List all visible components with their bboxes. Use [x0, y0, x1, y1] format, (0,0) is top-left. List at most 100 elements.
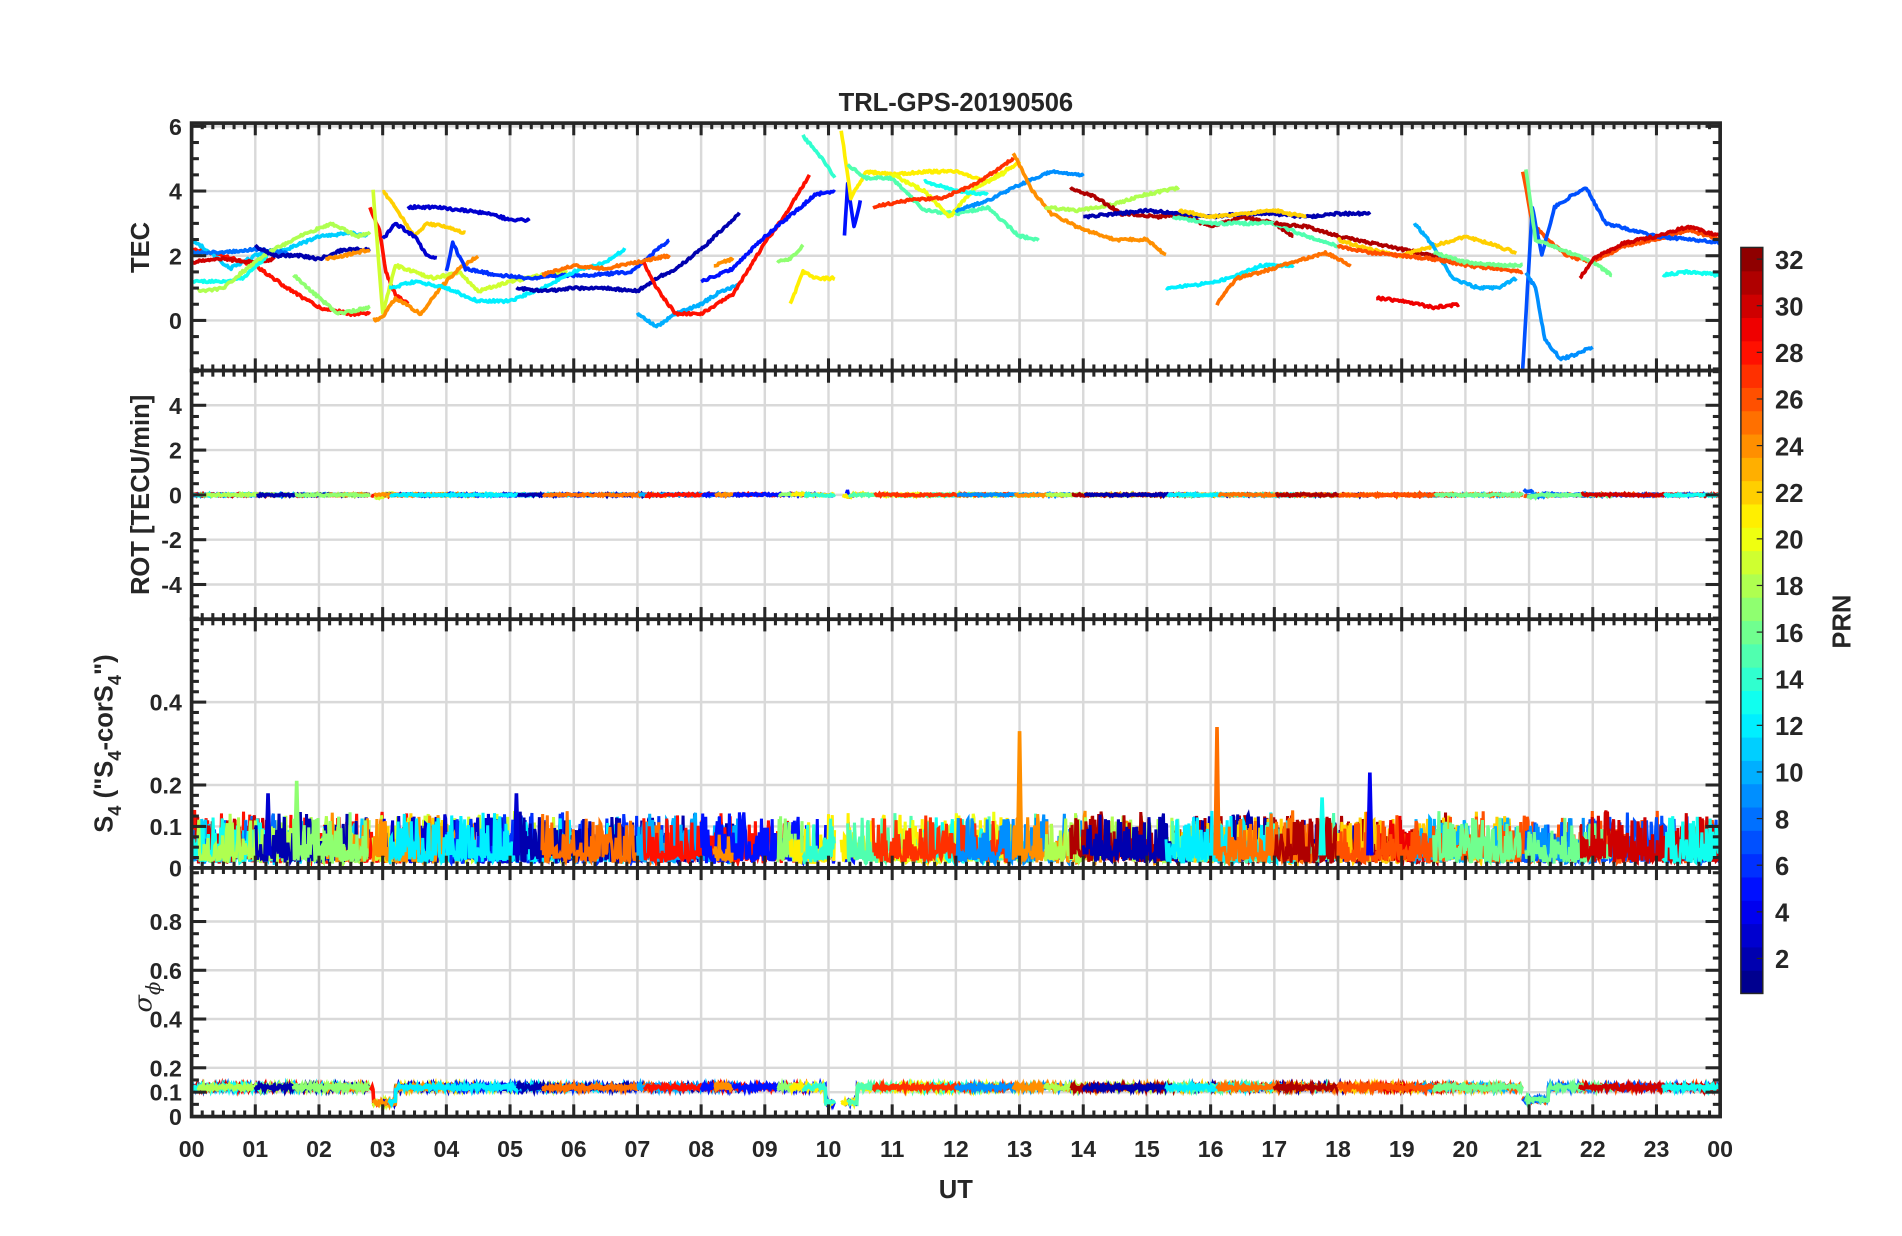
colorbar-band	[1740, 410, 1763, 435]
x-axis-label: UT	[939, 1176, 973, 1204]
tec-line-prn-13	[923, 178, 989, 197]
sigma-line-prn-24	[713, 1078, 734, 1094]
tec-line-prn-2	[515, 211, 741, 294]
x-tick-label: 08	[688, 1136, 714, 1162]
tec-line-prn-16	[1432, 250, 1524, 269]
colorbar-band	[1740, 457, 1763, 482]
sigma-line-prn-14	[801, 1081, 837, 1109]
colorbar-tick-label: 28	[1775, 340, 1803, 368]
tec-line-prn-12	[1164, 262, 1295, 291]
x-tick-label: 06	[561, 1136, 587, 1162]
rot-series	[191, 487, 1721, 501]
x-tick-label: 05	[497, 1136, 523, 1162]
x-tick-label: 00	[179, 1136, 205, 1162]
colorbar-frame	[1740, 246, 1764, 995]
tec-line-prn-3	[381, 221, 438, 260]
y-tick-label-sigma: 0.2	[150, 1055, 182, 1081]
colorbar-band	[1740, 806, 1763, 831]
tec-line-prn-19	[371, 189, 569, 315]
tec-line-prn-15	[1171, 215, 1340, 249]
s4-label-main: S	[90, 816, 118, 833]
colorbar-band	[1740, 503, 1763, 528]
colorbar-band	[1740, 946, 1763, 971]
colorbar-tick-label: 6	[1775, 853, 1789, 881]
data-series	[191, 130, 1721, 1111]
colorbar-band	[1740, 690, 1763, 715]
colorbar-tick-label: 30	[1775, 293, 1803, 321]
colorbar-tick-label: 14	[1775, 666, 1804, 694]
tec-line-prn-24	[324, 248, 371, 262]
y-tick-label-rot: -2	[161, 527, 182, 553]
colorbar-tick-label: 4	[1775, 900, 1790, 928]
colorbar-band	[1740, 527, 1763, 552]
s4-spike	[1015, 731, 1024, 856]
s4-label-mid2: -corS	[90, 685, 118, 750]
sigma-line-prn-17	[291, 1078, 371, 1097]
sigma-label-main: σ	[128, 993, 158, 1012]
tec-line-prn-3	[406, 204, 531, 223]
tec-line-prn-15	[846, 163, 1040, 242]
rot-line-prn-17	[294, 491, 371, 499]
s4-line-prn-24	[712, 834, 734, 864]
tec-line-prn-30	[1578, 224, 1721, 280]
x-tick-label: 10	[816, 1136, 842, 1162]
colorbar-band	[1740, 643, 1763, 668]
s4-spike	[512, 793, 521, 856]
colorbar-band	[1740, 270, 1763, 295]
s4-label-sub: 4	[104, 805, 125, 816]
tec-line-prn-22	[1336, 234, 1518, 259]
x-tick-label: 23	[1644, 1136, 1670, 1162]
colorbar-tick-label: 24	[1775, 433, 1804, 461]
tec-line-prn-22	[1177, 208, 1307, 220]
y-tick-label-rot: 4	[169, 393, 182, 419]
s4-spike	[292, 780, 301, 856]
colorbar-band	[1740, 736, 1763, 761]
colorbar-tick-label: 10	[1775, 760, 1803, 788]
colorbar-tick-label: 22	[1775, 480, 1803, 508]
colorbar-tick-label: 18	[1775, 573, 1803, 601]
s4-spike	[264, 793, 272, 856]
colorbar-tick-label: 16	[1775, 620, 1803, 648]
x-tick-label: 00	[1707, 1136, 1733, 1162]
colorbar-band	[1740, 317, 1763, 342]
colorbar-label: PRN	[1829, 595, 1857, 649]
tec-series	[191, 130, 1721, 369]
colorbar-band	[1740, 364, 1763, 388]
y-tick-label-sigma: 0.8	[150, 909, 182, 935]
tec-line-prn-24	[372, 254, 480, 323]
tec-line-prn-16	[1524, 169, 1613, 278]
tec-line-prn-25	[541, 253, 671, 278]
x-tick-label: 22	[1580, 1136, 1606, 1162]
tec-line-prn-21	[839, 130, 1022, 201]
y-tick-label-s4: 0.4	[150, 690, 182, 716]
colorbar-band	[1740, 900, 1763, 925]
tec-line-prn-7	[1520, 186, 1721, 369]
s4-line-prn-16	[1432, 811, 1524, 867]
tec-line-prn-28	[642, 174, 811, 317]
tec-line-prn-22	[381, 189, 466, 239]
y-tick-label-tec: 4	[169, 179, 182, 205]
rot-line-prn-16	[1433, 490, 1524, 499]
axis-labels: UT TEC ROT [TECU/min] S4 ("S4-corS4") σϕ…	[90, 222, 1856, 1204]
s4-spike	[1213, 726, 1221, 856]
x-tick-label: 03	[370, 1136, 396, 1162]
colorbar-band	[1740, 923, 1763, 948]
rot-line-prn-24	[714, 491, 734, 500]
s4-spike	[1318, 797, 1326, 856]
tec-line-prn-5	[700, 189, 836, 284]
s4-label-mid: ("S	[90, 761, 118, 806]
y-axis-label-tec: TEC	[127, 222, 155, 273]
grid-lines	[191, 123, 1721, 1118]
tec-line-prn-31	[1273, 220, 1455, 265]
sigma-label-sub: ϕ	[142, 982, 165, 995]
tec-line-prn-25	[1215, 250, 1352, 306]
s4-line-prn-13	[1661, 816, 1721, 866]
y-tick-label-tec: 2	[169, 243, 182, 269]
tec-line-prn-17	[776, 243, 805, 264]
s4-line-prn-14	[801, 818, 836, 865]
colorbar-band	[1740, 830, 1763, 855]
x-tick-label: 12	[943, 1136, 969, 1162]
colorbar-band	[1740, 573, 1763, 598]
x-tick-label: 02	[306, 1136, 332, 1162]
